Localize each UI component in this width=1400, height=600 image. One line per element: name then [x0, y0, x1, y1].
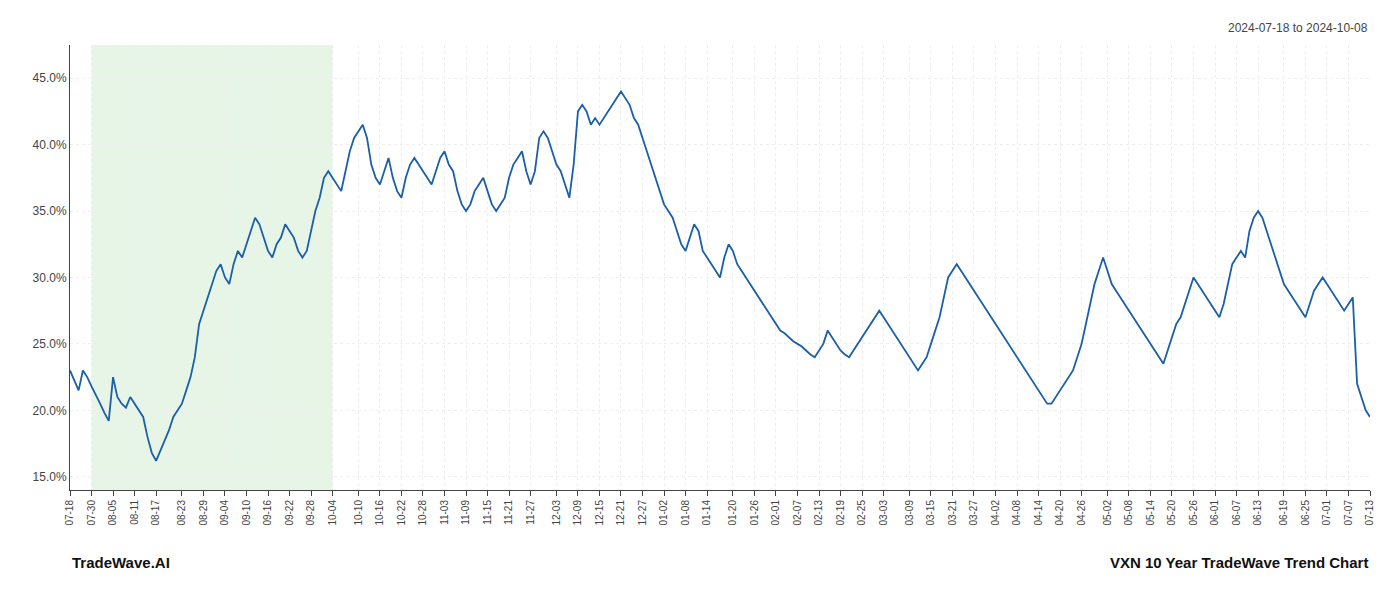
svg-text:08-17: 08-17 [150, 500, 161, 526]
svg-text:06-19: 06-19 [1278, 500, 1289, 526]
svg-text:11-03: 11-03 [439, 500, 450, 525]
svg-text:03-09: 03-09 [904, 500, 915, 526]
svg-text:04-14: 04-14 [1033, 500, 1044, 526]
svg-text:10-28: 10-28 [417, 500, 428, 526]
svg-text:12-15: 12-15 [594, 500, 605, 526]
svg-text:09-28: 09-28 [305, 500, 316, 526]
svg-text:06-01: 06-01 [1209, 500, 1220, 526]
svg-text:40.0%: 40.0% [33, 138, 67, 152]
svg-text:03-15: 03-15 [925, 500, 936, 526]
svg-text:25.0%: 25.0% [33, 337, 67, 351]
svg-text:12-03: 12-03 [551, 500, 562, 526]
svg-text:09-04: 09-04 [219, 500, 230, 526]
svg-text:01-26: 01-26 [749, 500, 760, 526]
svg-text:02-25: 02-25 [856, 500, 867, 526]
svg-text:06-13: 06-13 [1252, 500, 1263, 526]
svg-text:45.0%: 45.0% [33, 71, 67, 85]
svg-text:03-27: 03-27 [968, 500, 979, 526]
svg-text:11-15: 11-15 [482, 500, 493, 525]
svg-text:01-02: 01-02 [658, 500, 669, 526]
svg-text:10-22: 10-22 [396, 500, 407, 526]
svg-text:05-08: 05-08 [1123, 500, 1134, 526]
svg-text:03-21: 03-21 [947, 500, 958, 526]
svg-text:VXN 10 Year TradeWave Trend Ch: VXN 10 Year TradeWave Trend Chart [1110, 554, 1368, 571]
svg-text:10-16: 10-16 [374, 500, 385, 526]
svg-text:12-21: 12-21 [615, 500, 626, 526]
svg-text:07-01: 07-01 [1321, 500, 1332, 526]
svg-text:02-13: 02-13 [813, 500, 824, 526]
svg-text:12-27: 12-27 [637, 500, 648, 526]
svg-text:08-05: 08-05 [107, 500, 118, 526]
svg-text:05-14: 05-14 [1145, 500, 1156, 526]
svg-text:09-16: 09-16 [262, 500, 273, 526]
svg-text:11-09: 11-09 [460, 500, 471, 525]
svg-text:02-01: 02-01 [770, 500, 781, 526]
svg-text:02-19: 02-19 [835, 500, 846, 526]
svg-text:05-20: 05-20 [1166, 500, 1177, 526]
svg-text:05-02: 05-02 [1102, 500, 1113, 526]
svg-text:07-13: 07-13 [1364, 500, 1375, 526]
svg-text:TradeWave.AI: TradeWave.AI [72, 554, 170, 571]
svg-text:01-20: 01-20 [727, 500, 738, 526]
svg-text:10-10: 10-10 [353, 500, 364, 526]
svg-text:11-27: 11-27 [525, 500, 536, 525]
svg-text:06-25: 06-25 [1300, 500, 1311, 526]
svg-text:30.0%: 30.0% [33, 271, 67, 285]
svg-text:11-21: 11-21 [503, 500, 514, 525]
svg-text:08-11: 08-11 [129, 500, 140, 525]
svg-text:08-23: 08-23 [176, 500, 187, 526]
svg-text:04-26: 04-26 [1076, 500, 1087, 526]
svg-text:04-20: 04-20 [1054, 500, 1065, 526]
svg-text:09-10: 09-10 [241, 500, 252, 526]
svg-text:02-07: 02-07 [792, 500, 803, 526]
svg-text:10-04: 10-04 [327, 500, 338, 526]
svg-text:12-09: 12-09 [572, 500, 583, 526]
svg-text:03-03: 03-03 [878, 500, 889, 526]
svg-text:2024-07-18 to 2024-10-08: 2024-07-18 to 2024-10-08 [1228, 21, 1368, 35]
svg-text:09-22: 09-22 [284, 500, 295, 526]
svg-text:01-14: 01-14 [701, 500, 712, 526]
svg-text:08-29: 08-29 [198, 500, 209, 526]
svg-text:07-30: 07-30 [86, 500, 97, 526]
svg-text:05-26: 05-26 [1188, 500, 1199, 526]
svg-text:07-18: 07-18 [64, 500, 75, 526]
svg-text:04-02: 04-02 [990, 500, 1001, 526]
svg-text:35.0%: 35.0% [33, 204, 67, 218]
svg-text:20.0%: 20.0% [33, 404, 67, 418]
svg-text:06-07: 06-07 [1231, 500, 1242, 526]
svg-text:07-07: 07-07 [1343, 500, 1354, 526]
svg-text:01-08: 01-08 [680, 500, 691, 526]
svg-text:15.0%: 15.0% [33, 470, 67, 484]
svg-text:04-08: 04-08 [1011, 500, 1022, 526]
